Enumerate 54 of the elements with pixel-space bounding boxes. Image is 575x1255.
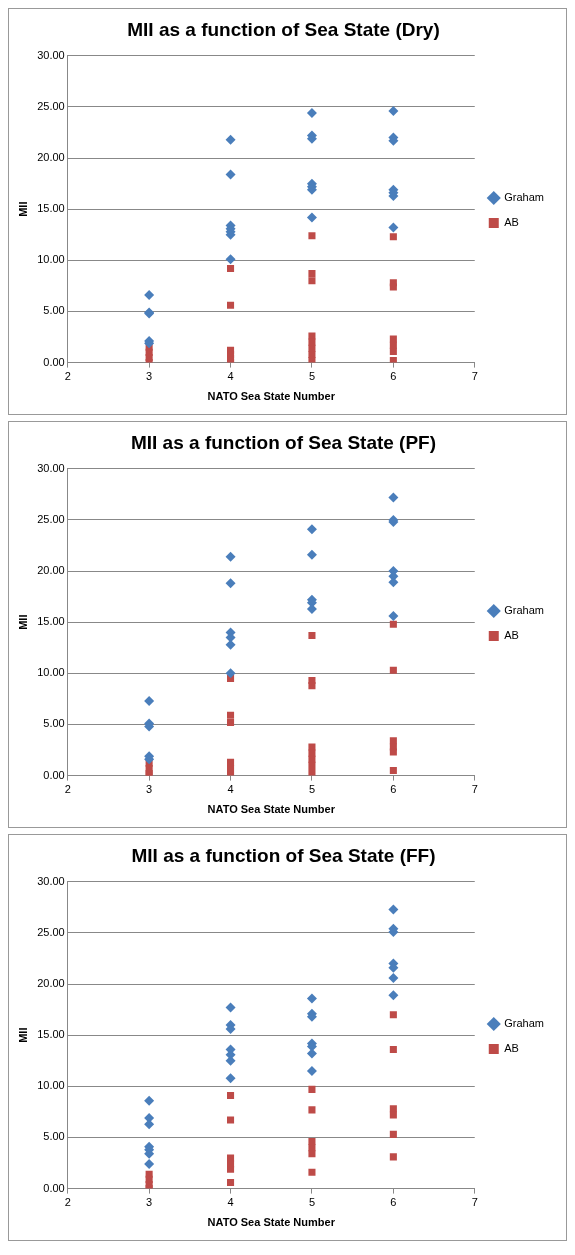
x-tick-label: 6 [390, 370, 397, 383]
x-tick-label: 2 [64, 1196, 71, 1209]
x-axis-title: NATO Sea State Number [207, 390, 336, 403]
y-tick-label: 20.00 [37, 151, 65, 164]
y-tick-label: 0.00 [43, 768, 65, 781]
y-tick-label: 30.00 [37, 461, 65, 474]
x-tick-label: 7 [471, 370, 478, 383]
legend-label: AB [504, 1042, 519, 1055]
x-tick-label: 7 [471, 1196, 478, 1209]
y-tick-label: 20.00 [37, 977, 65, 990]
x-tick-label: 4 [227, 370, 234, 383]
y-tick-label: 0.00 [43, 1181, 65, 1194]
y-tick-label: 10.00 [37, 253, 65, 266]
y-tick-label: 5.00 [43, 1130, 65, 1143]
y-tick-label: 30.00 [37, 874, 65, 887]
x-tick-label: 5 [308, 1196, 316, 1209]
x-tick-label: 4 [227, 783, 234, 796]
y-axis-title: MII [16, 1027, 29, 1043]
y-tick-label: 5.00 [43, 304, 65, 317]
legend-label: Graham [504, 604, 545, 617]
y-tick-label: 0.00 [43, 355, 65, 368]
y-tick-label: 25.00 [37, 925, 65, 938]
legend-label: Graham [504, 191, 545, 204]
x-tick-label: 2 [64, 783, 71, 796]
y-tick-label: 25.00 [37, 512, 65, 525]
x-tick-label: 5 [308, 783, 316, 796]
y-tick-label: 25.00 [37, 99, 65, 112]
x-axis-title: NATO Sea State Number [207, 803, 336, 816]
legend-label: Graham [504, 1017, 545, 1030]
y-tick-label: 10.00 [37, 1079, 65, 1092]
x-axis-title: NATO Sea State Number [207, 1216, 336, 1229]
x-tick-label: 3 [146, 370, 153, 383]
y-tick-label: 10.00 [37, 666, 65, 679]
y-tick-label: 20.00 [37, 564, 65, 577]
x-tick-label: 3 [146, 783, 153, 796]
chart-title: MII as a function of Sea State (Dry) [127, 18, 440, 40]
legend-label: AB [504, 629, 519, 642]
y-tick-label: 5.00 [43, 717, 65, 730]
y-tick-label: 15.00 [37, 1028, 65, 1041]
y-tick-label: 15.00 [37, 202, 65, 215]
x-tick-label: 6 [390, 783, 397, 796]
y-axis-title: MII [16, 201, 29, 217]
x-tick-label: 4 [227, 1196, 234, 1209]
legend-label: AB [504, 216, 519, 229]
chart-title: MII as a function of Sea State (PF) [130, 431, 437, 453]
y-tick-label: 15.00 [37, 615, 65, 628]
y-axis-title: MII [16, 614, 29, 630]
x-tick-label: 6 [390, 1196, 397, 1209]
x-tick-label: 5 [308, 370, 316, 383]
x-tick-label: 3 [146, 1196, 153, 1209]
x-tick-label: 2 [64, 370, 71, 383]
y-tick-label: 30.00 [37, 48, 65, 61]
x-tick-label: 7 [471, 783, 478, 796]
chart-title: MII as a function of Sea State (FF) [131, 844, 436, 866]
